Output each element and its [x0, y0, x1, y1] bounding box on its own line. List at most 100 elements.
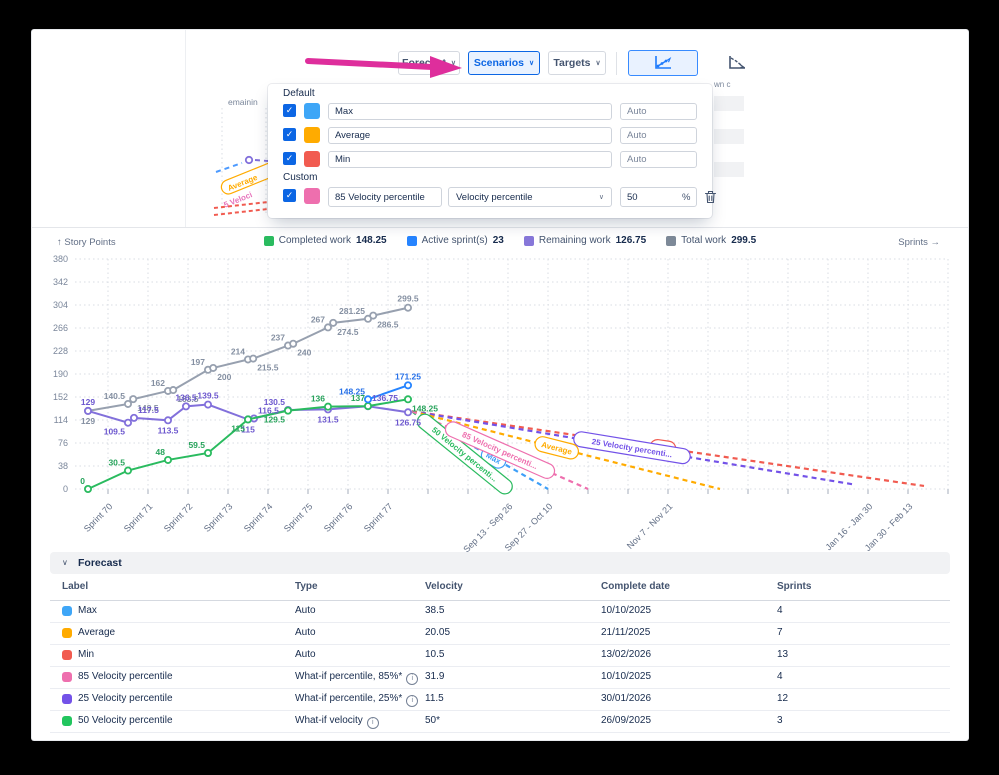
x-axis-title: Sprints →: [898, 237, 940, 248]
occluded-partial-text: wn c: [714, 80, 731, 89]
legend-item[interactable]: Total work 299.5: [666, 235, 756, 246]
max-value-input[interactable]: [620, 103, 697, 120]
row-label: 50 Velocity percentile: [78, 715, 173, 726]
burnup-chart-toggle-button[interactable]: [628, 50, 698, 76]
average-checkbox[interactable]: ✓: [283, 128, 296, 141]
legend-item[interactable]: Active sprint(s) 23: [406, 235, 504, 246]
svg-text:299.5: 299.5: [397, 294, 419, 304]
legend-item[interactable]: Completed work 148.25: [263, 235, 387, 246]
custom-checkbox[interactable]: ✓: [283, 189, 296, 202]
svg-text:136.75: 136.75: [372, 393, 398, 403]
average-value-input[interactable]: [620, 127, 697, 144]
svg-text:148.5: 148.5: [137, 403, 159, 413]
legend-item[interactable]: Remaining work 126.75: [523, 235, 646, 246]
max-name-input[interactable]: [328, 103, 612, 120]
max-checkbox[interactable]: ✓: [283, 104, 296, 117]
svg-text:114: 114: [54, 415, 68, 425]
column-header: Label: [62, 581, 89, 592]
row-label: Max: [78, 605, 97, 616]
table-row: 25 Velocity percentile What-if percentile…: [50, 688, 950, 711]
min-name-input[interactable]: [328, 151, 612, 168]
row-velocity: 11.5: [425, 693, 444, 704]
forecast-section-title: Forecast: [78, 557, 122, 569]
occluded-chart-fragment: emainin Average 5 Veloci: [186, 92, 268, 218]
row-complete-date: 21/11/2025: [601, 627, 651, 638]
legend-label: Remaining work: [538, 235, 611, 246]
svg-text:266: 266: [53, 323, 68, 333]
svg-text:0: 0: [80, 476, 85, 486]
row-color-swatch: [62, 716, 72, 726]
table-row: Min Auto 10.5 13/02/2026 13: [50, 644, 950, 667]
max-color-swatch[interactable]: [304, 103, 320, 119]
row-type: What-if percentile, 25%* i: [295, 688, 419, 710]
info-icon[interactable]: i: [366, 717, 379, 729]
delete-scenario-button[interactable]: [704, 190, 717, 209]
svg-text:228: 228: [53, 346, 68, 356]
average-name-input[interactable]: [328, 127, 612, 144]
svg-text:237: 237: [271, 333, 285, 343]
default-section-label: Default: [283, 88, 315, 99]
row-complete-date: 10/10/2025: [601, 671, 652, 682]
row-color-swatch: [62, 606, 72, 616]
legend-label: Active sprint(s): [421, 235, 488, 246]
svg-text:Sprint 75: Sprint 75: [282, 501, 315, 534]
svg-text:190: 190: [53, 369, 68, 379]
row-type: Auto: [295, 649, 316, 660]
row-type: Auto: [295, 605, 316, 616]
min-value-input[interactable]: [620, 151, 697, 168]
average-color-swatch[interactable]: [304, 127, 320, 143]
svg-text:267: 267: [311, 314, 325, 324]
row-velocity: 20.05: [425, 627, 451, 638]
occluded-row-fragment: [714, 96, 744, 111]
svg-text:Sprint 76: Sprint 76: [322, 501, 355, 534]
svg-text:109.5: 109.5: [104, 427, 126, 437]
forecast-button-label: Forecast: [402, 57, 446, 69]
card-bottom-border: [32, 227, 968, 228]
svg-text:240: 240: [297, 348, 311, 358]
svg-text:115: 115: [241, 424, 255, 434]
legend-value: 148.25: [356, 235, 387, 246]
custom-type-select[interactable]: Velocity percentile ∨: [448, 187, 612, 207]
info-icon[interactable]: i: [406, 673, 419, 685]
svg-text:116.5: 116.5: [258, 405, 279, 415]
info-icon[interactable]: i: [406, 695, 419, 707]
legend-swatch: [523, 235, 534, 246]
scenarios-dropdown-button[interactable]: Scenarios ∨: [468, 51, 540, 75]
min-color-swatch[interactable]: [304, 151, 320, 167]
forecast-line-label: Average: [534, 436, 580, 460]
legend-swatch: [666, 235, 677, 246]
min-checkbox[interactable]: ✓: [283, 152, 296, 165]
burnup-chart-icon: [655, 56, 672, 69]
svg-text:162: 162: [151, 378, 165, 388]
svg-text:152: 152: [53, 392, 68, 402]
forecast-section-toggle[interactable]: ∨ Forecast: [50, 552, 950, 574]
custom-color-swatch[interactable]: [304, 188, 320, 204]
row-sprints: 12: [777, 693, 789, 704]
row-type: Auto: [295, 627, 316, 638]
row-label: 85 Velocity percentile: [78, 671, 173, 682]
svg-text:163.5: 163.5: [177, 394, 199, 404]
scenarios-button-label: Scenarios: [473, 57, 525, 69]
svg-text:148.25: 148.25: [412, 403, 438, 413]
legend-value: 299.5: [731, 235, 757, 246]
burndown-chart-toggle-button[interactable]: [710, 50, 764, 76]
targets-button-label: Targets: [553, 57, 591, 69]
svg-text:214: 214: [231, 346, 245, 356]
row-color-swatch: [62, 650, 72, 660]
svg-text:129: 129: [81, 397, 95, 407]
targets-dropdown-button[interactable]: Targets ∨: [548, 51, 606, 75]
svg-text:136: 136: [311, 394, 325, 404]
column-header: Sprints: [777, 581, 812, 592]
row-velocity: 38.5: [425, 605, 445, 616]
svg-text:Nov 7 - Nov 21: Nov 7 - Nov 21: [625, 501, 675, 551]
svg-text:342: 342: [53, 277, 68, 287]
svg-text:30.5: 30.5: [108, 458, 125, 468]
svg-text:Sprint 70: Sprint 70: [82, 501, 115, 534]
svg-text:38: 38: [58, 461, 68, 471]
custom-name-input[interactable]: [328, 187, 442, 207]
forecast-dropdown-button[interactable]: Forecast ∨: [398, 51, 460, 75]
svg-text:130.5: 130.5: [264, 397, 286, 407]
column-header: Velocity: [425, 581, 463, 592]
chevron-down-icon: ∨: [62, 558, 68, 567]
custom-value-input[interactable]: [620, 187, 697, 207]
